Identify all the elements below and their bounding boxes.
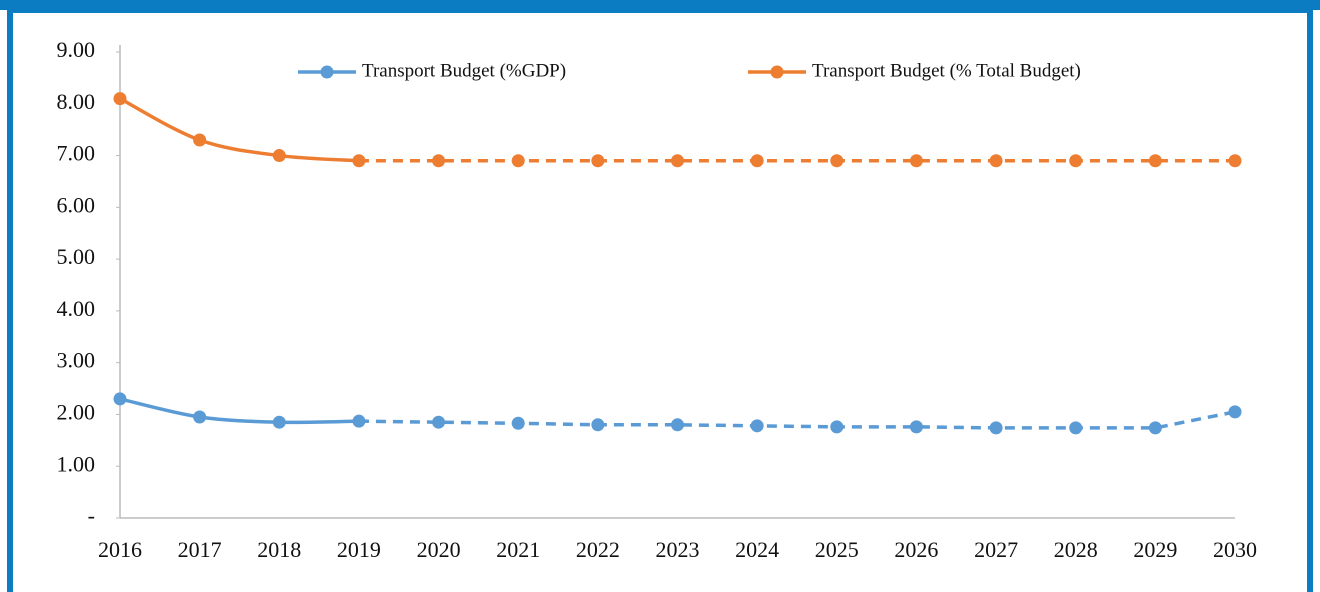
x-tick-label: 2020 — [417, 537, 461, 562]
point — [193, 133, 207, 147]
x-tick-label: 2027 — [974, 537, 1018, 562]
point — [591, 154, 605, 168]
x-tick-label: 2019 — [337, 537, 381, 562]
point — [671, 418, 684, 432]
point — [909, 420, 923, 434]
x-tick-label: 2029 — [1133, 537, 1177, 562]
frame-top — [0, 0, 1320, 10]
series-line — [119, 397, 359, 425]
legend-marker — [320, 65, 334, 79]
point — [909, 154, 923, 168]
point — [352, 154, 366, 168]
point — [1228, 405, 1242, 419]
point — [1148, 421, 1162, 435]
point — [830, 154, 844, 168]
x-tick-label: 2030 — [1213, 537, 1257, 562]
legend-text: Transport Budget (% Total Budget) — [812, 60, 1081, 81]
point — [989, 154, 1003, 168]
frame — [7, 7, 1313, 592]
x-tick-label: 2024 — [735, 537, 779, 562]
x-tick-label: 2018 — [257, 537, 301, 562]
y-tick-label: 5.00 — [57, 244, 96, 269]
point — [432, 154, 446, 168]
point — [113, 392, 127, 406]
series-line — [119, 97, 360, 163]
x-tick-label: 2025 — [815, 537, 859, 562]
point — [671, 154, 684, 168]
point — [591, 418, 605, 432]
point — [511, 416, 525, 430]
y-tick-label: 7.00 — [57, 141, 96, 166]
y-tick-label: 9.00 — [57, 37, 96, 62]
y-tick-label: 6.00 — [57, 192, 96, 217]
x-tick-label: 2017 — [178, 537, 222, 562]
point — [1148, 154, 1162, 168]
legend-marker — [770, 65, 784, 79]
projection-line — [358, 410, 1236, 430]
x-tick-label: 2026 — [894, 537, 938, 562]
point — [432, 415, 446, 429]
x-tick-label: 2021 — [496, 537, 540, 562]
point — [989, 421, 1003, 435]
point — [830, 420, 844, 434]
point — [352, 414, 366, 428]
point — [511, 154, 525, 168]
point — [272, 415, 286, 429]
point — [1228, 154, 1242, 168]
y-tick-label: 4.00 — [57, 296, 96, 321]
x-tick-label: 2022 — [576, 537, 620, 562]
point — [113, 92, 127, 106]
y-tick-label: 1.00 — [57, 451, 96, 476]
legend-text: Transport Budget (%GDP) — [362, 60, 566, 81]
point — [272, 149, 286, 163]
point — [750, 154, 764, 168]
y-tick-label: 3.00 — [57, 348, 96, 373]
point — [193, 410, 207, 424]
y-tick-label: - — [88, 503, 95, 528]
point — [750, 419, 764, 433]
x-tick-label: 2016 — [98, 537, 142, 562]
y-tick-label: 8.00 — [57, 89, 96, 114]
y-tick-label: 2.00 — [57, 399, 96, 424]
point — [1069, 421, 1083, 435]
x-tick-label: 2023 — [656, 537, 700, 562]
point — [1069, 154, 1083, 168]
x-tick-label: 2028 — [1054, 537, 1098, 562]
